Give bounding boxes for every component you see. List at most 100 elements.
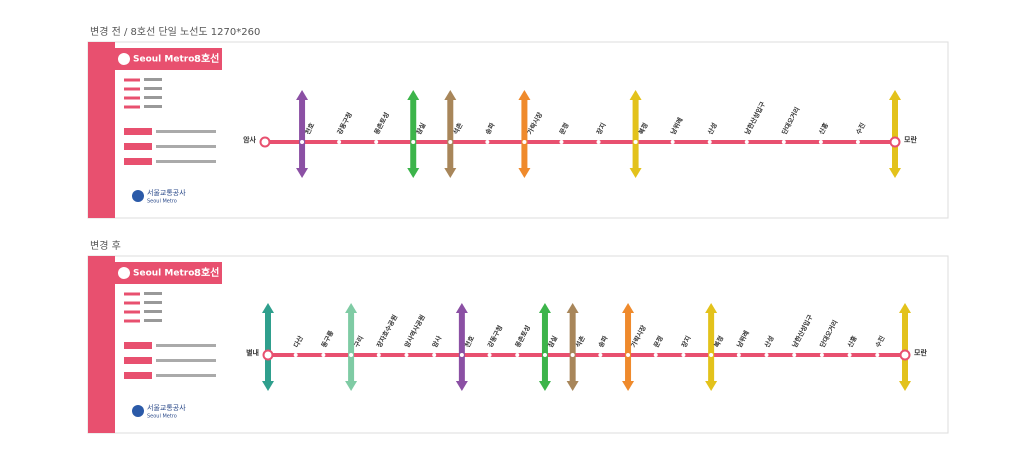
side-strip bbox=[88, 256, 115, 433]
station-marker bbox=[781, 140, 786, 144]
side-strip bbox=[88, 42, 115, 218]
transfer-bar bbox=[625, 311, 632, 383]
station-marker bbox=[448, 140, 453, 144]
transfer-bar bbox=[348, 311, 355, 383]
transfer-arrow bbox=[622, 303, 635, 313]
info-text bbox=[156, 145, 216, 148]
transfer-arrow bbox=[296, 168, 309, 178]
header-box bbox=[115, 262, 222, 284]
legend-text bbox=[144, 105, 162, 108]
station-marker bbox=[875, 353, 880, 357]
station-marker bbox=[321, 353, 326, 357]
transfer-bar bbox=[632, 98, 639, 170]
transfer-arrow bbox=[407, 90, 420, 100]
transfer-bar bbox=[708, 311, 715, 383]
transfer-arrow bbox=[538, 381, 551, 391]
legend-text bbox=[144, 319, 162, 322]
station-marker bbox=[559, 140, 564, 144]
station-marker bbox=[847, 353, 852, 357]
station-marker bbox=[818, 140, 823, 144]
transfer-bar bbox=[541, 311, 548, 383]
station-marker bbox=[670, 140, 675, 144]
station-marker bbox=[626, 353, 631, 357]
logo-icon bbox=[132, 190, 144, 202]
station-marker bbox=[432, 353, 437, 357]
transfer-arrow bbox=[262, 381, 274, 391]
info-tag bbox=[124, 143, 152, 150]
transfer-arrow bbox=[455, 303, 468, 313]
station-marker bbox=[707, 140, 712, 144]
station-marker bbox=[855, 140, 860, 144]
line-name: 8호선 bbox=[194, 52, 219, 65]
legend-text bbox=[144, 292, 162, 295]
transfer-arrow bbox=[296, 90, 309, 100]
transfer-arrow bbox=[455, 381, 468, 391]
station-marker bbox=[515, 353, 520, 357]
info-tag bbox=[124, 158, 152, 165]
station-marker bbox=[411, 140, 416, 144]
station-marker bbox=[374, 140, 379, 144]
station-marker bbox=[404, 353, 409, 357]
transfer-arrow bbox=[899, 381, 911, 391]
station-marker bbox=[487, 353, 492, 357]
legend-text bbox=[144, 78, 162, 81]
station-marker bbox=[736, 353, 741, 357]
transfer-arrow bbox=[705, 303, 718, 313]
transfer-bar bbox=[299, 98, 306, 170]
transfer-arrow bbox=[444, 90, 457, 100]
station-marker bbox=[792, 353, 797, 357]
panel-frame bbox=[87, 41, 949, 219]
transfer-arrow bbox=[889, 90, 901, 100]
brand: Seoul Metro bbox=[133, 55, 194, 65]
logo-en: Seoul Metro bbox=[147, 414, 177, 420]
station-marker bbox=[598, 353, 603, 357]
legend-text bbox=[144, 96, 162, 99]
line-name: 8호선 bbox=[194, 266, 219, 279]
station-name: 암사 bbox=[243, 135, 256, 144]
info-tag bbox=[124, 128, 152, 135]
transfer-arrow bbox=[444, 168, 457, 178]
legend-text bbox=[144, 301, 162, 304]
transfer-arrow bbox=[622, 381, 635, 391]
transfer-arrow bbox=[566, 303, 579, 313]
panel-title: 변경 전 / 8호선 단일 노선도 1270*260 bbox=[90, 25, 260, 38]
transfer-bar bbox=[265, 311, 271, 383]
terminal-marker bbox=[889, 136, 901, 148]
station-marker bbox=[376, 353, 381, 357]
info-text bbox=[156, 160, 216, 163]
transfer-arrow bbox=[262, 303, 274, 313]
panel-frame bbox=[87, 255, 949, 434]
station-marker bbox=[522, 140, 527, 144]
transfer-bar bbox=[902, 311, 908, 383]
transfer-arrow bbox=[705, 381, 718, 391]
station-marker bbox=[542, 353, 547, 357]
transfer-arrow bbox=[518, 90, 531, 100]
info-text bbox=[156, 344, 216, 347]
station-name: 별내 bbox=[246, 348, 259, 357]
station-marker bbox=[337, 140, 342, 144]
terminal-marker bbox=[899, 349, 911, 361]
transfer-arrow bbox=[889, 168, 901, 178]
station-marker bbox=[681, 353, 686, 357]
station-marker bbox=[349, 353, 354, 357]
station-marker bbox=[819, 353, 824, 357]
transfer-arrow bbox=[629, 90, 642, 100]
transfer-arrow bbox=[518, 168, 531, 178]
info-tag bbox=[124, 372, 152, 379]
transfer-bar bbox=[521, 98, 528, 170]
station-marker bbox=[764, 353, 769, 357]
legend-text bbox=[144, 310, 162, 313]
station-marker bbox=[596, 140, 601, 144]
station-marker bbox=[485, 140, 490, 144]
transfer-bar bbox=[458, 311, 465, 383]
transfer-arrow bbox=[407, 168, 420, 178]
panel-title: 변경 후 bbox=[90, 239, 121, 252]
terminal-marker bbox=[262, 349, 274, 361]
transfer-arrow bbox=[345, 303, 358, 313]
header-icon bbox=[118, 267, 130, 279]
station-name: 모란 bbox=[914, 348, 927, 357]
info-text bbox=[156, 130, 216, 133]
transfer-bar bbox=[569, 311, 576, 383]
